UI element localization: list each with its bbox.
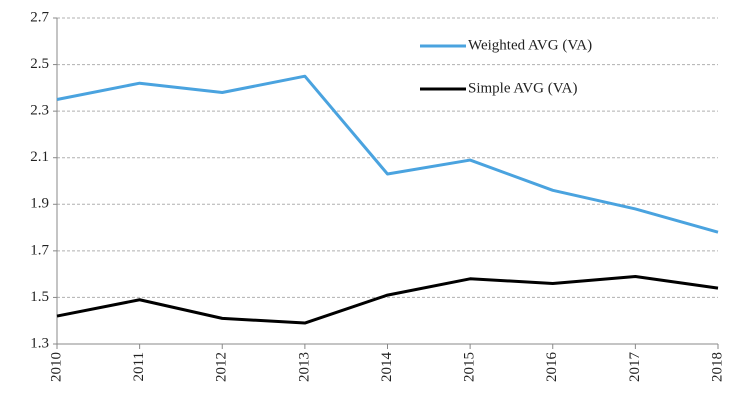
- y-tick-label: 1.7: [30, 242, 49, 258]
- x-tick-label: 2014: [379, 352, 395, 383]
- line-series: [56, 274, 719, 325]
- y-tick-label: 2.7: [30, 9, 49, 25]
- x-tick-label: 2011: [131, 352, 147, 381]
- line-series: [56, 74, 719, 234]
- x-tick-label: 2015: [462, 352, 478, 382]
- y-tick-label: 1.5: [30, 289, 49, 305]
- x-tick-label: 2016: [544, 352, 560, 383]
- x-tick-label: 2018: [709, 352, 725, 382]
- x-tick-label: 2010: [48, 352, 64, 382]
- legend-label: Weighted AVG (VA): [468, 37, 592, 53]
- y-tick-label: 2.3: [30, 103, 49, 119]
- y-tick-label: 2.1: [30, 149, 49, 165]
- x-tick-label: 2012: [214, 352, 230, 382]
- y-tick-label: 2.5: [30, 56, 49, 72]
- y-tick-label: 1.3: [30, 335, 49, 351]
- x-tick-label: 2017: [627, 352, 643, 383]
- y-tick-label: 1.9: [30, 196, 49, 212]
- x-tick-label: 2013: [296, 352, 312, 382]
- legend-label: Simple AVG (VA): [468, 80, 577, 96]
